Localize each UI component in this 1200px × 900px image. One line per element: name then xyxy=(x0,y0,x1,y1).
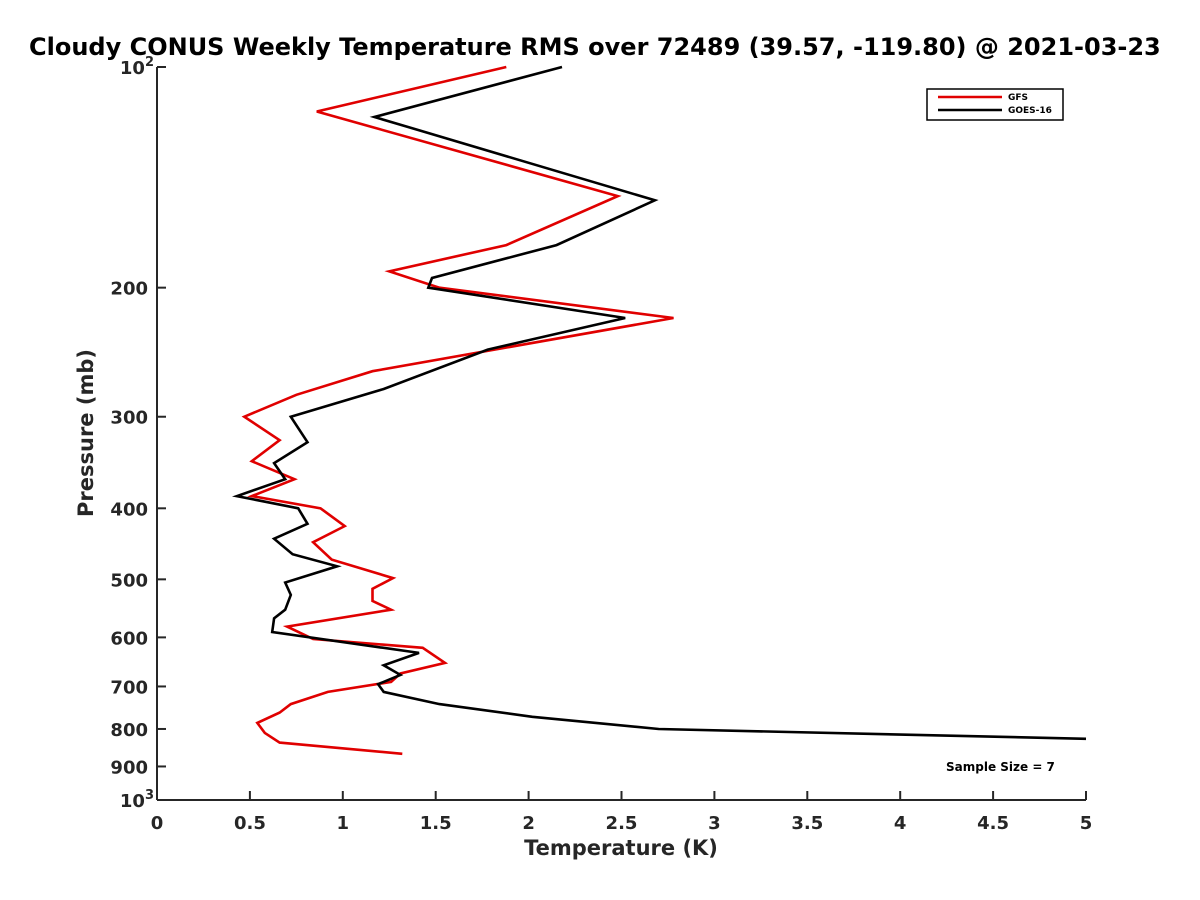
y-tick-label-exponent: 3 xyxy=(145,788,154,803)
series-line-goes-16 xyxy=(231,65,1087,741)
y-tick-label: 200 xyxy=(110,279,148,300)
y-tick-label: 400 xyxy=(110,499,148,520)
y-tick-label: 900 xyxy=(110,757,148,778)
y-axis-label: Pressure (mb) xyxy=(74,349,98,517)
x-tick-label: 3.5 xyxy=(791,813,823,834)
x-tick-label: 1 xyxy=(337,813,350,834)
x-tick-label: 5 xyxy=(1080,813,1093,834)
plot-axes xyxy=(156,67,1086,801)
y-tick-label: 300 xyxy=(110,408,148,429)
y-tick-label-base: 10 xyxy=(120,58,145,79)
x-tick-label: 0 xyxy=(151,813,164,834)
x-axis-label: Temperature (K) xyxy=(524,836,718,860)
x-tick-label: 1.5 xyxy=(420,813,452,834)
y-tick-label: 500 xyxy=(110,570,148,591)
x-tick-label: 2.5 xyxy=(606,813,638,834)
x-tick-label: 4.5 xyxy=(977,813,1009,834)
x-tick-label: 3 xyxy=(708,813,721,834)
legend-box xyxy=(926,88,1064,121)
x-tick-label: 4 xyxy=(894,813,907,834)
y-tick-label-exponent: 2 xyxy=(145,55,154,70)
series-line-gfs xyxy=(241,65,674,756)
x-tick-label: 0.5 xyxy=(234,813,266,834)
y-tick-label: 700 xyxy=(110,677,148,698)
series-layer xyxy=(231,65,1087,756)
y-tick-label-base: 10 xyxy=(120,791,145,812)
sample-size-annotation: Sample Size = 7 xyxy=(946,760,1055,774)
x-axis-ticks: 0 0.5 1 1.5 2 2.5 3 3.5 4 4.5 5 xyxy=(151,791,1093,834)
legend-label: GFS xyxy=(1008,93,1028,103)
y-tick-label: 600 xyxy=(110,628,148,649)
y-tick-label: 102 xyxy=(120,55,154,79)
legend: GFS GOES-16 xyxy=(926,88,1064,121)
y-tick-label: 800 xyxy=(110,720,148,741)
legend-label: GOES-16 xyxy=(1008,106,1052,116)
x-tick-label: 2 xyxy=(522,813,535,834)
chart-title: Cloudy CONUS Weekly Temperature RMS over… xyxy=(29,33,1161,61)
y-tick-label: 103 xyxy=(120,788,154,812)
